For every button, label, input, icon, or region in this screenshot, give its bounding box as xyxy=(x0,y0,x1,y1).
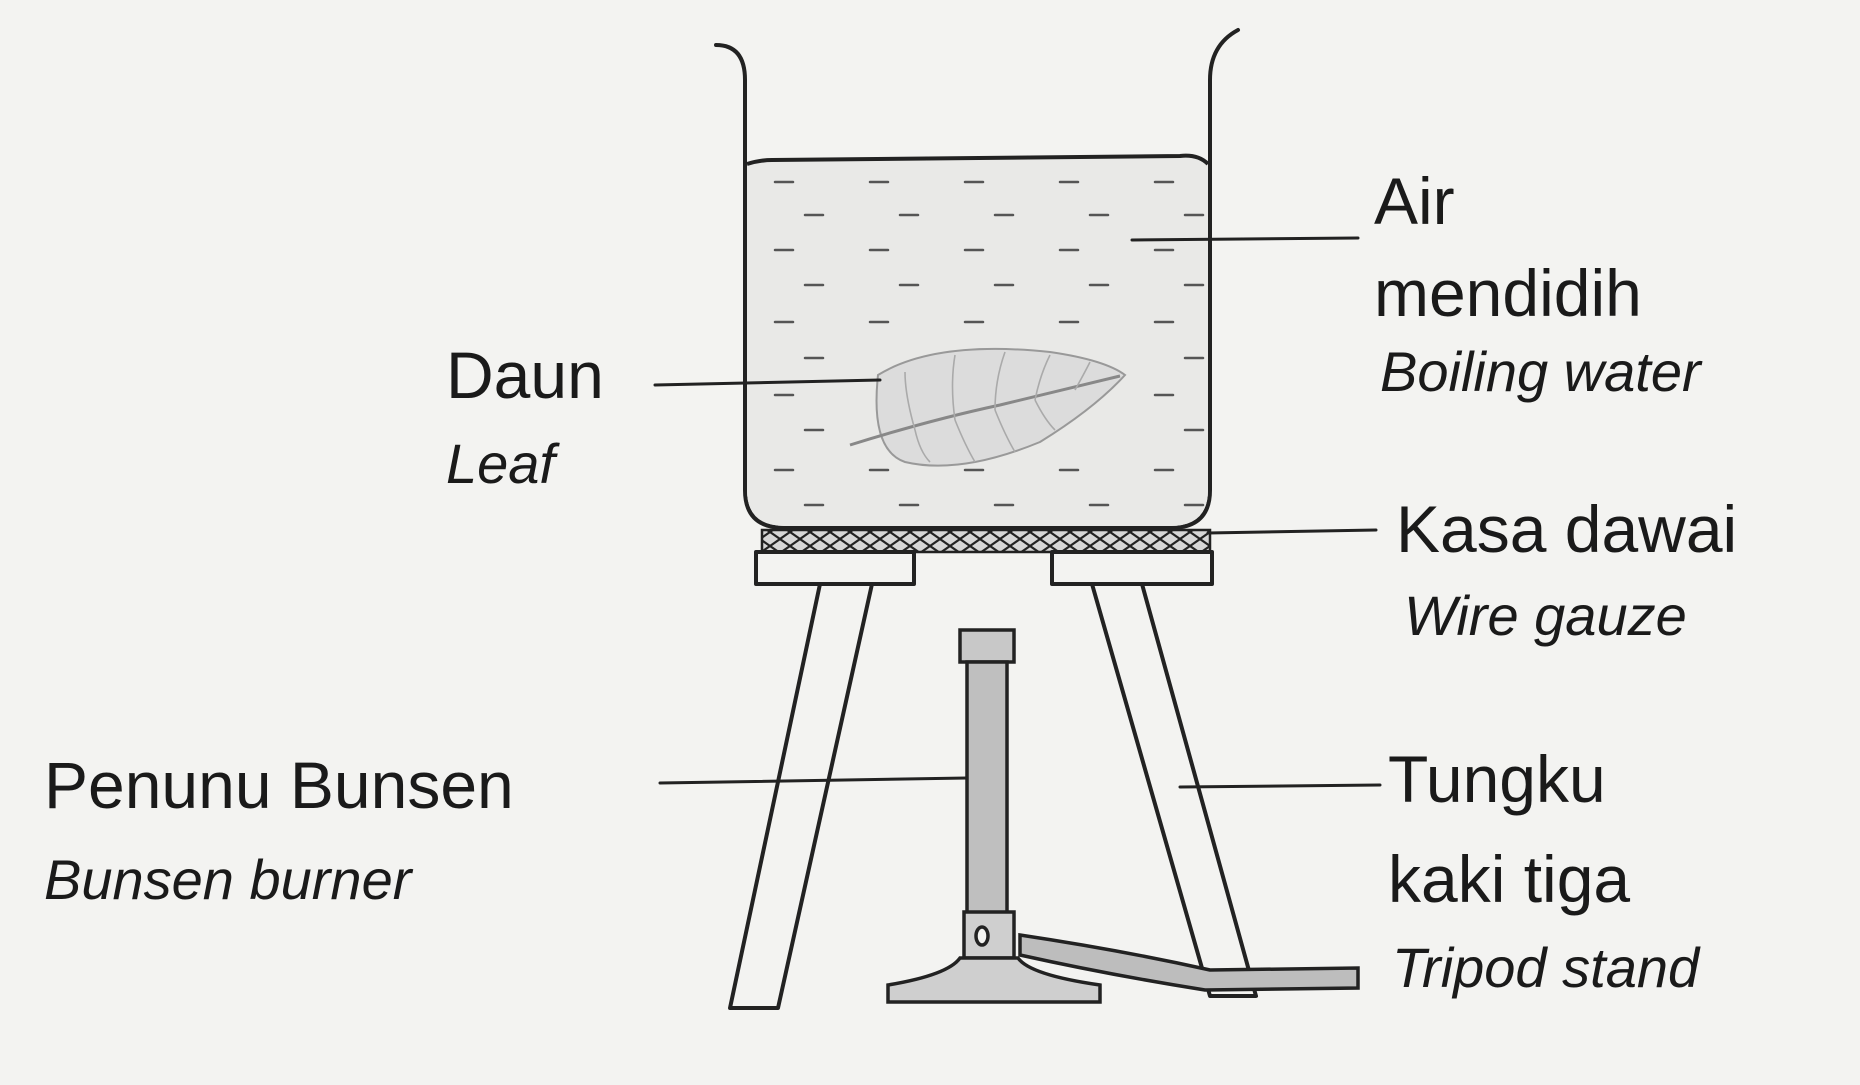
label-tripod-stand: Tripod stand xyxy=(1392,936,1700,999)
leaf xyxy=(849,347,1127,467)
leader-tripod xyxy=(1178,783,1382,789)
wire-gauze xyxy=(760,528,1212,554)
label-tungku: Tungku xyxy=(1388,742,1606,816)
label-daun: Daun xyxy=(446,338,604,412)
label-mendidih: mendidih xyxy=(1374,256,1642,330)
label-boiling-water: Boiling water xyxy=(1380,340,1701,403)
leader-boiling-water xyxy=(1130,236,1360,242)
label-leaf: Leaf xyxy=(446,432,555,495)
leader-wire-gauze xyxy=(1206,528,1378,535)
label-air: Air xyxy=(1374,164,1455,238)
label-bunsen-burner: Bunsen burner xyxy=(44,848,412,911)
leader-lines xyxy=(653,236,1382,789)
boiling-water xyxy=(746,153,1210,526)
leader-bunsen xyxy=(658,776,969,785)
beaker xyxy=(714,28,1240,530)
label-penunu-bunsen: Penunu Bunsen xyxy=(44,748,514,822)
label-kasa-dawai: Kasa dawai xyxy=(1396,492,1738,566)
label-kaki-tiga: kaki tiga xyxy=(1388,842,1631,916)
leader-leaf xyxy=(653,378,882,387)
label-wire-gauze: Wire gauze xyxy=(1404,584,1687,647)
bunsen-burner xyxy=(886,628,1360,1004)
tripod-stand xyxy=(728,550,1258,1010)
